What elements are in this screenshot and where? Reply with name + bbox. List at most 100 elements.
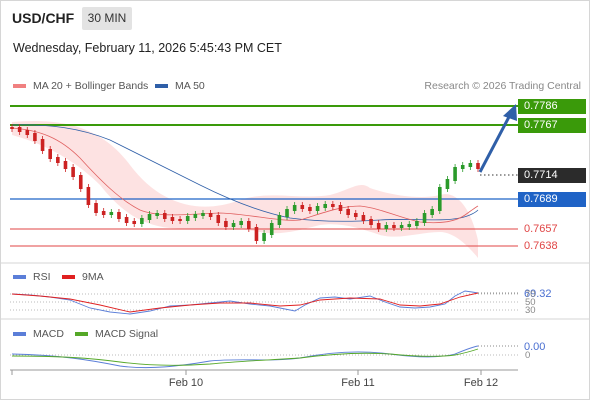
candle-body (201, 213, 205, 216)
legend-ma20: MA 20 + Bollinger Bands (13, 80, 148, 92)
candle-body (155, 213, 159, 216)
candle-body (132, 221, 137, 224)
ma20-swatch-icon (13, 84, 26, 88)
candle-body (239, 221, 243, 225)
candle-body (17, 127, 22, 132)
ma20-label: MA 20 + Bollinger Bands (33, 80, 149, 92)
candle-body (48, 149, 52, 159)
rsi-line (11, 290, 479, 315)
candle-body (308, 207, 312, 211)
candle-body (331, 204, 335, 207)
x-label-feb11: Feb 11 (341, 377, 375, 389)
bollinger-band (12, 121, 478, 258)
candle-body (338, 205, 343, 211)
candle-body (33, 133, 37, 141)
macd-signal-label: MACD Signal (95, 328, 159, 340)
candle-body (78, 175, 83, 189)
candle-body (216, 215, 221, 223)
macd-zero-label: 0 (525, 350, 531, 361)
candle-body (346, 209, 350, 215)
candle-body (361, 215, 366, 221)
datetime-label: Wednesday, February 11, 2026 5:45:43 PM … (13, 41, 282, 55)
candle-body (71, 167, 75, 177)
candle-body (468, 163, 473, 167)
candle-body (300, 205, 305, 209)
candle-body (162, 213, 167, 219)
candle-body (460, 165, 465, 169)
price-candles (10, 124, 480, 244)
candle-body (445, 179, 450, 189)
last-price-tag: 0.7714 (518, 168, 586, 183)
rsi-swatch-icon (13, 275, 26, 279)
candle-body (247, 221, 251, 229)
candle-body (453, 167, 457, 181)
level-s2-tag: 0.7638 (524, 240, 558, 252)
candle-body (353, 213, 358, 217)
legend-rsi: RSI (13, 271, 51, 283)
candle-body (25, 130, 30, 135)
symbol-title: USD/CHF (12, 10, 75, 26)
candle-body (369, 219, 373, 225)
candle-body (415, 221, 419, 226)
x-label-feb12: Feb 12 (463, 377, 499, 389)
projection-arrow (478, 114, 512, 173)
ma20-line (11, 127, 479, 224)
candle-body (178, 219, 182, 221)
candle-body (285, 209, 289, 217)
candle-body (193, 214, 198, 218)
level-r2-tag: 0.7786 (518, 99, 586, 114)
candle-body (40, 139, 45, 151)
candle-body (63, 161, 68, 169)
candle-body (101, 211, 106, 215)
candle-body (407, 224, 412, 227)
macd-swatch-icon (13, 332, 26, 336)
rsi-label: RSI (33, 271, 51, 283)
candle-body (384, 225, 389, 229)
rsi-ma-line (11, 292, 479, 313)
candle-body (124, 217, 129, 223)
candle-body (94, 203, 98, 213)
macd-line (11, 345, 479, 369)
macd-signal-swatch-icon (75, 332, 88, 336)
rsi-ma-swatch-icon (62, 275, 75, 279)
x-label-feb10: Feb 10 (168, 377, 204, 389)
candle-body (292, 205, 297, 211)
candle-body (147, 214, 152, 220)
candle-body (476, 163, 480, 169)
ma50-label: MA 50 (175, 80, 205, 92)
candle-body (315, 206, 320, 211)
timeframe-badge[interactable]: 30 MIN (82, 7, 132, 30)
candle-body (277, 215, 282, 225)
macd-signal-line (11, 348, 479, 366)
candle-body (140, 218, 144, 224)
candle-body (170, 217, 175, 221)
macd-label: MACD (33, 328, 64, 340)
rsi-ma-label: 9MA (82, 271, 104, 283)
candle-body (399, 225, 404, 228)
rsi-level-70-label: 70 (525, 289, 536, 300)
rsi-level-30-label: 30 (525, 305, 536, 316)
rsi-value: 69.32 (524, 288, 552, 300)
rsi-level-50-label: 50 (525, 297, 536, 308)
candle-body (438, 187, 442, 211)
candle-body (208, 213, 213, 217)
candle-body (262, 233, 266, 241)
candle-body (392, 225, 396, 228)
candle-body (422, 213, 427, 223)
candle-body (86, 187, 91, 205)
candle-body (269, 223, 274, 235)
candle-body (254, 227, 259, 241)
candle-body (10, 127, 14, 129)
ma50-swatch-icon (155, 84, 168, 88)
pivot-tag: 0.7689 (518, 192, 586, 207)
candle-body (224, 221, 228, 227)
level-r1-tag: 0.7767 (518, 118, 586, 133)
candle-body (430, 209, 434, 215)
candle-body (117, 212, 121, 219)
legend-rsi-ma: 9MA (62, 271, 104, 283)
candle-body (56, 157, 60, 163)
candle-body (109, 212, 114, 215)
ma50-line (11, 124, 479, 222)
level-s1-tag: 0.7657 (524, 223, 558, 235)
